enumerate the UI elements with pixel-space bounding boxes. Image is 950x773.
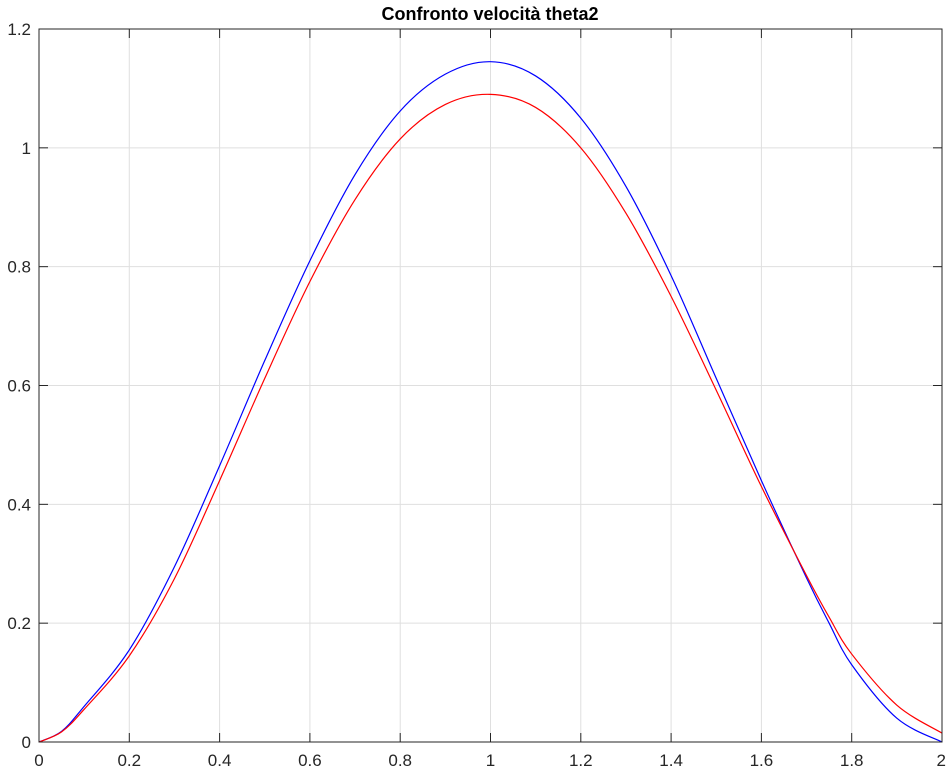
x-tick-label: 1.2 (569, 751, 593, 770)
x-tick-label: 2 (937, 751, 946, 770)
y-axis-ticks: 0 0.2 0.4 0.6 0.8 1 1.2 (7, 20, 942, 752)
x-tick-label: 0.2 (117, 751, 141, 770)
y-tick-label: 0.2 (7, 614, 31, 633)
x-tick-label: 1 (486, 751, 495, 770)
x-axis-ticks: 0 0.2 0.4 0.6 0.8 1 1.2 1.4 1.6 1.8 2 (34, 29, 946, 770)
x-tick-label: 0.8 (388, 751, 412, 770)
series-lines (38, 61, 943, 743)
y-tick-label: 1 (22, 139, 31, 158)
y-tick-label: 0.4 (7, 495, 31, 514)
y-tick-label: 0.8 (7, 258, 31, 277)
x-tick-label: 0.4 (208, 751, 232, 770)
series-line-blue (38, 61, 943, 743)
series-line-red (38, 93, 943, 743)
x-tick-label: 0.6 (298, 751, 322, 770)
x-tick-label: 0 (34, 751, 43, 770)
y-tick-label: 0.6 (7, 377, 31, 396)
y-tick-label: 0 (22, 733, 31, 752)
x-tick-label: 1.4 (659, 751, 683, 770)
x-tick-label: 1.8 (840, 751, 864, 770)
x-tick-label: 1.6 (750, 751, 774, 770)
grid (39, 29, 942, 742)
chart-title: Confronto velocità theta2 (381, 4, 598, 24)
y-tick-label: 1.2 (7, 20, 31, 39)
